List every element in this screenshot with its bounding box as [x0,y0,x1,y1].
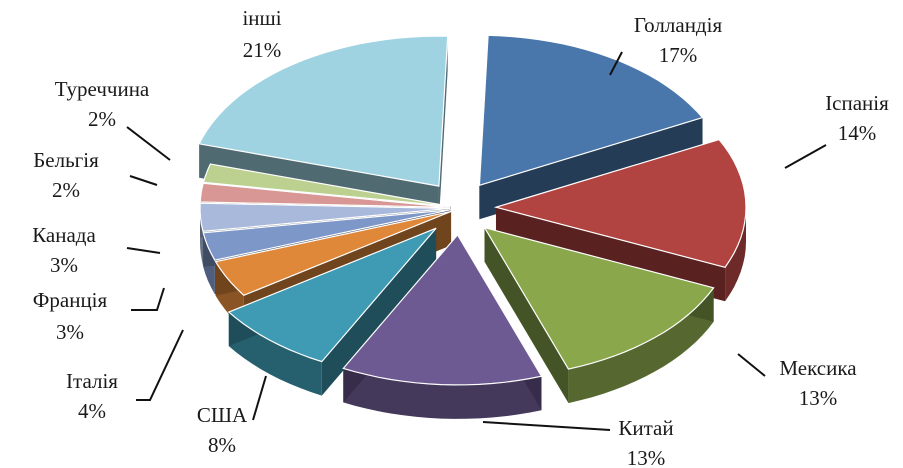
slice-3-side-wall [343,368,542,419]
slice-label-2: Мексика [779,356,857,380]
leader-line-5 [136,329,184,401]
slice-label-1: Іспанія [825,91,889,115]
slice-value-label-9: 2% [88,107,116,131]
pie-slice-8 [199,182,451,208]
pie-slice-6 [202,209,451,261]
pie-slice-9 [202,163,451,207]
slice-label-10: інші [242,6,281,30]
slice-value-label-7: 3% [50,253,78,277]
slice-2-side-wall [568,287,714,404]
slice-label-4: США [197,403,248,427]
leader-lines [126,51,827,431]
leader-line-3 [482,421,611,431]
leader-line-7 [126,247,161,254]
slice-label-3: Китай [618,416,673,440]
slice-1-side-wall [725,207,746,302]
slice-value-label-3: 13% [627,446,666,468]
leader-line-1 [784,144,827,169]
leader-line-0 [609,51,623,76]
slice-value-label-6: 3% [56,320,84,344]
slice-value-label-10: 21% [243,38,282,62]
slice-value-label-5: 4% [78,399,106,423]
slice-label-9: Туреччина [55,77,150,101]
slice-label-0: Голландія [634,13,723,37]
pie-slice-3 [342,233,543,386]
leader-line-2 [737,353,766,377]
slice-0-radial-wall-1 [479,117,703,220]
leader-line-4 [252,375,267,421]
pie-slice-0 [478,34,704,187]
pie-slice-10 [198,35,449,187]
slice-labels: Голландія 17% Іспанія 14% Мексика 13% Китай 13%… [32,6,889,468]
leader-line-9 [126,126,171,161]
pie-slice-4 [227,227,437,363]
slice-value-label-1: 14% [838,121,877,145]
slice-value-label-4: 8% [208,433,236,457]
slice-label-6: Франція [33,288,108,312]
slice-label-7: Канада [32,223,96,247]
slice-value-label-0: 17% [659,43,698,67]
pie-slice-2 [483,226,715,370]
slice-2-radial-wall-1 [484,227,569,404]
slice-label-5: Італія [66,369,118,393]
pie-slice-1 [493,138,747,268]
pie-slice-5 [214,210,452,297]
leader-line-6 [131,287,165,311]
slice-value-label-8: 2% [52,178,80,202]
slice-value-label-2: 13% [799,386,838,410]
slice-label-8: Бельгія [33,148,99,172]
pie-top-layer [198,34,747,386]
pie-slice-7 [199,202,451,233]
leader-line-8 [129,175,158,186]
